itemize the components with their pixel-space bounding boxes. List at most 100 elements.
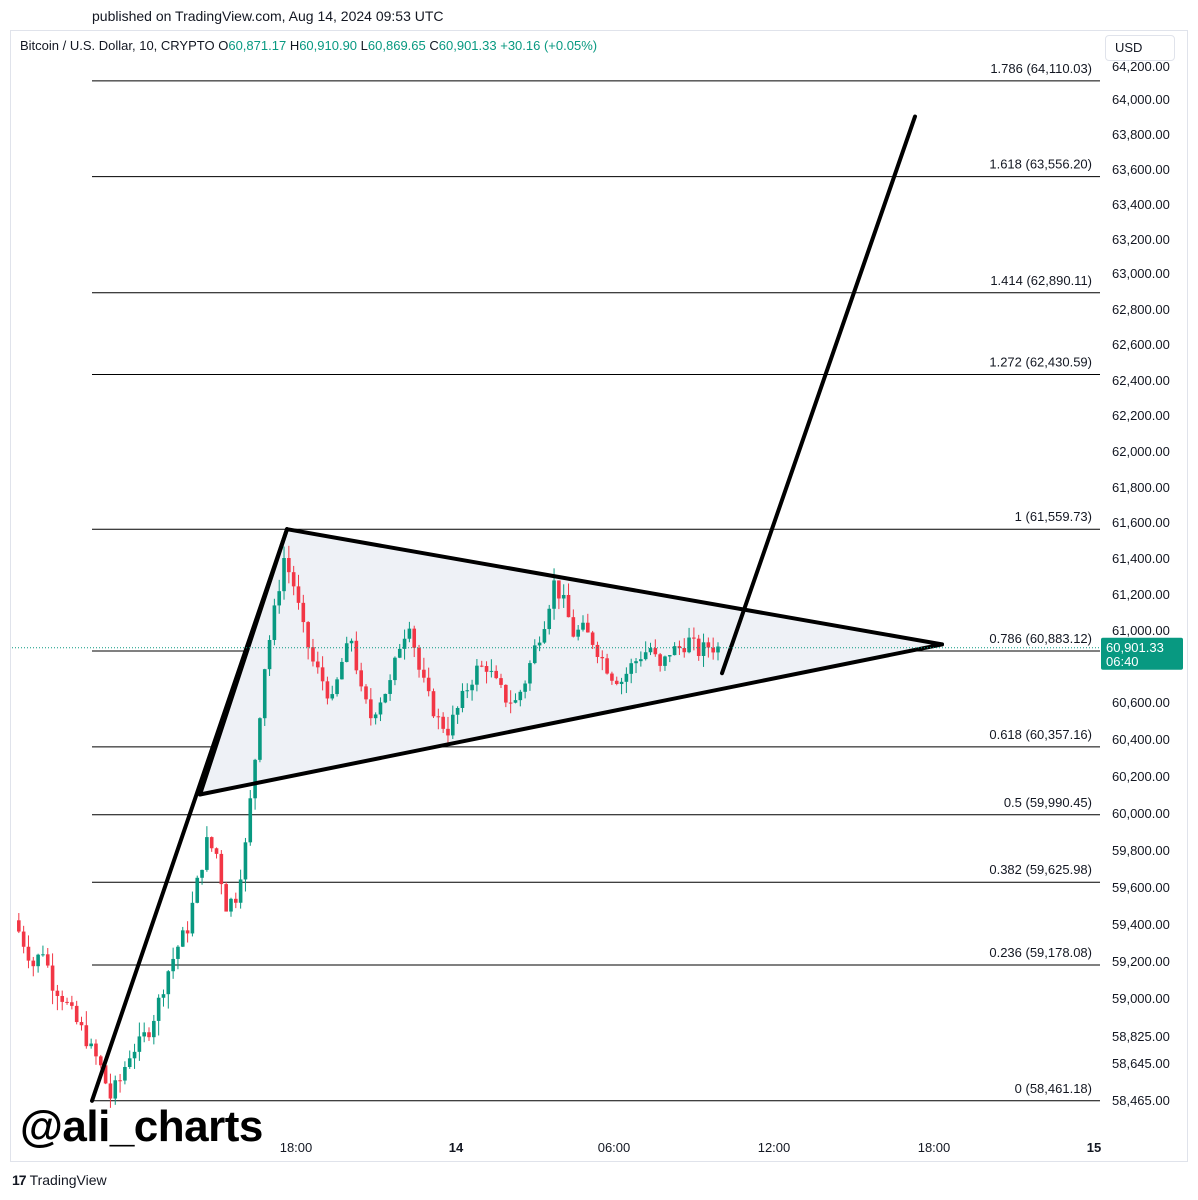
candle-4 bbox=[36, 953, 40, 973]
y-tick-19: 60,200.00 bbox=[1112, 769, 1170, 784]
candle-131 bbox=[648, 642, 653, 656]
tradingview-footer[interactable]: 17 TradingView bbox=[12, 1172, 107, 1188]
legend-change: +30.16 (+0.05%) bbox=[500, 38, 598, 53]
candle-20 bbox=[113, 1075, 118, 1105]
fib-label-2: 1.414 (62,890.11) bbox=[990, 273, 1092, 288]
candle-88 bbox=[441, 712, 445, 734]
candle-29 bbox=[156, 994, 161, 1036]
candle-42 bbox=[219, 850, 224, 895]
candle-126 bbox=[624, 667, 629, 694]
fib-label-10: 0 (58,461.18) bbox=[1015, 1081, 1092, 1096]
x-tick-3: 12:00 bbox=[758, 1140, 791, 1155]
candle-38 bbox=[200, 869, 204, 885]
fib-label-6: 0.618 (60,357.16) bbox=[989, 727, 1092, 742]
fib-label-3: 1.272 (62,430.59) bbox=[989, 354, 1092, 369]
candle-45 bbox=[234, 892, 238, 909]
candle-74 bbox=[373, 712, 378, 725]
y-tick-2: 63,800.00 bbox=[1112, 127, 1170, 142]
y-tick-6: 63,000.00 bbox=[1112, 266, 1170, 281]
candle-85 bbox=[426, 667, 431, 697]
candle-81 bbox=[407, 621, 412, 643]
candle-140 bbox=[692, 627, 696, 651]
chart-frame bbox=[10, 30, 1188, 1162]
candle-106 bbox=[528, 660, 532, 691]
y-tick-14: 61,400.00 bbox=[1112, 551, 1170, 566]
legend-low: 60,869.65 bbox=[367, 38, 426, 53]
tradingview-brand: TradingView bbox=[29, 1172, 107, 1188]
candle-94 bbox=[470, 679, 474, 701]
candle-60 bbox=[306, 621, 310, 660]
candle-105 bbox=[523, 680, 527, 699]
candle-36 bbox=[190, 891, 195, 937]
y-tick-16: 61,000.00 bbox=[1112, 623, 1170, 638]
candle-134 bbox=[663, 655, 667, 671]
candle-47 bbox=[243, 837, 248, 892]
candle-89 bbox=[446, 716, 450, 744]
candle-13 bbox=[79, 1016, 84, 1031]
y-tick-17: 60,600.00 bbox=[1112, 695, 1170, 710]
candle-104 bbox=[518, 689, 523, 707]
candle-125 bbox=[619, 677, 624, 695]
triangle-pattern bbox=[200, 529, 942, 795]
candle-66 bbox=[335, 677, 339, 697]
candle-64 bbox=[325, 676, 330, 705]
candle-93 bbox=[465, 683, 470, 699]
trend-lines bbox=[12, 114, 1100, 1103]
candle-135 bbox=[667, 655, 672, 663]
candle-9 bbox=[60, 990, 65, 1011]
candle-75 bbox=[378, 697, 383, 722]
y-tick-8: 62,600.00 bbox=[1112, 337, 1170, 352]
candle-26 bbox=[142, 1022, 146, 1043]
candle-87 bbox=[436, 708, 441, 730]
candle-71 bbox=[359, 662, 363, 692]
candle-142 bbox=[701, 633, 706, 667]
candle-12 bbox=[74, 1000, 79, 1025]
candle-116 bbox=[576, 625, 580, 641]
candle-90 bbox=[450, 705, 455, 740]
y-tick-4: 63,400.00 bbox=[1112, 197, 1170, 212]
y-tick-25: 59,000.00 bbox=[1112, 991, 1170, 1006]
candle-55 bbox=[282, 546, 286, 600]
x-tick-2: 06:00 bbox=[598, 1140, 631, 1155]
candle-23 bbox=[127, 1050, 132, 1069]
lower-trendline bbox=[198, 642, 944, 797]
candle-120 bbox=[595, 641, 600, 664]
triangle-fill bbox=[200, 529, 942, 795]
candle-108 bbox=[537, 636, 542, 652]
upper-trendline bbox=[285, 527, 944, 647]
y-tick-9: 62,400.00 bbox=[1112, 373, 1170, 388]
candle-96 bbox=[479, 660, 484, 668]
candle-65 bbox=[330, 685, 335, 701]
candle-10 bbox=[65, 997, 69, 1005]
price-axis[interactable]: 64,200.00 64,000.00 63,800.00 63,600.00 63,4… bbox=[1112, 59, 1170, 1108]
x-tick-0: 18:00 bbox=[280, 1140, 313, 1155]
candle-141 bbox=[696, 634, 701, 661]
legend-low-label: L bbox=[360, 38, 368, 53]
candle-28 bbox=[152, 1014, 156, 1045]
candle-145 bbox=[716, 642, 720, 661]
candle-103 bbox=[513, 693, 518, 704]
candle-46 bbox=[238, 869, 243, 909]
candle-59 bbox=[301, 594, 306, 633]
candle-6 bbox=[45, 948, 50, 968]
candle-92 bbox=[460, 683, 465, 713]
candle-24 bbox=[132, 1043, 137, 1069]
candle-79 bbox=[397, 643, 402, 659]
candle-50 bbox=[258, 717, 262, 763]
candle-112 bbox=[557, 580, 561, 610]
candle-14 bbox=[84, 1011, 89, 1049]
legend-symbol[interactable]: Bitcoin / U.S. Dollar, 10, CRYPTO bbox=[20, 38, 215, 53]
candle-114 bbox=[566, 583, 571, 618]
fib-label-5: 0.786 (60,883.12) bbox=[989, 631, 1092, 646]
candle-122 bbox=[605, 653, 609, 675]
candle-51 bbox=[262, 668, 267, 726]
y-tick-21: 59,800.00 bbox=[1112, 843, 1170, 858]
candle-113 bbox=[561, 584, 566, 608]
candle-11 bbox=[70, 995, 74, 1010]
x-tick-1: 14 bbox=[449, 1140, 464, 1155]
candle-17 bbox=[98, 1054, 103, 1069]
currency-button[interactable]: USD bbox=[1105, 35, 1175, 61]
time-axis[interactable]: 18:00 14 06:00 12:00 18:00 15 bbox=[280, 1140, 1102, 1155]
